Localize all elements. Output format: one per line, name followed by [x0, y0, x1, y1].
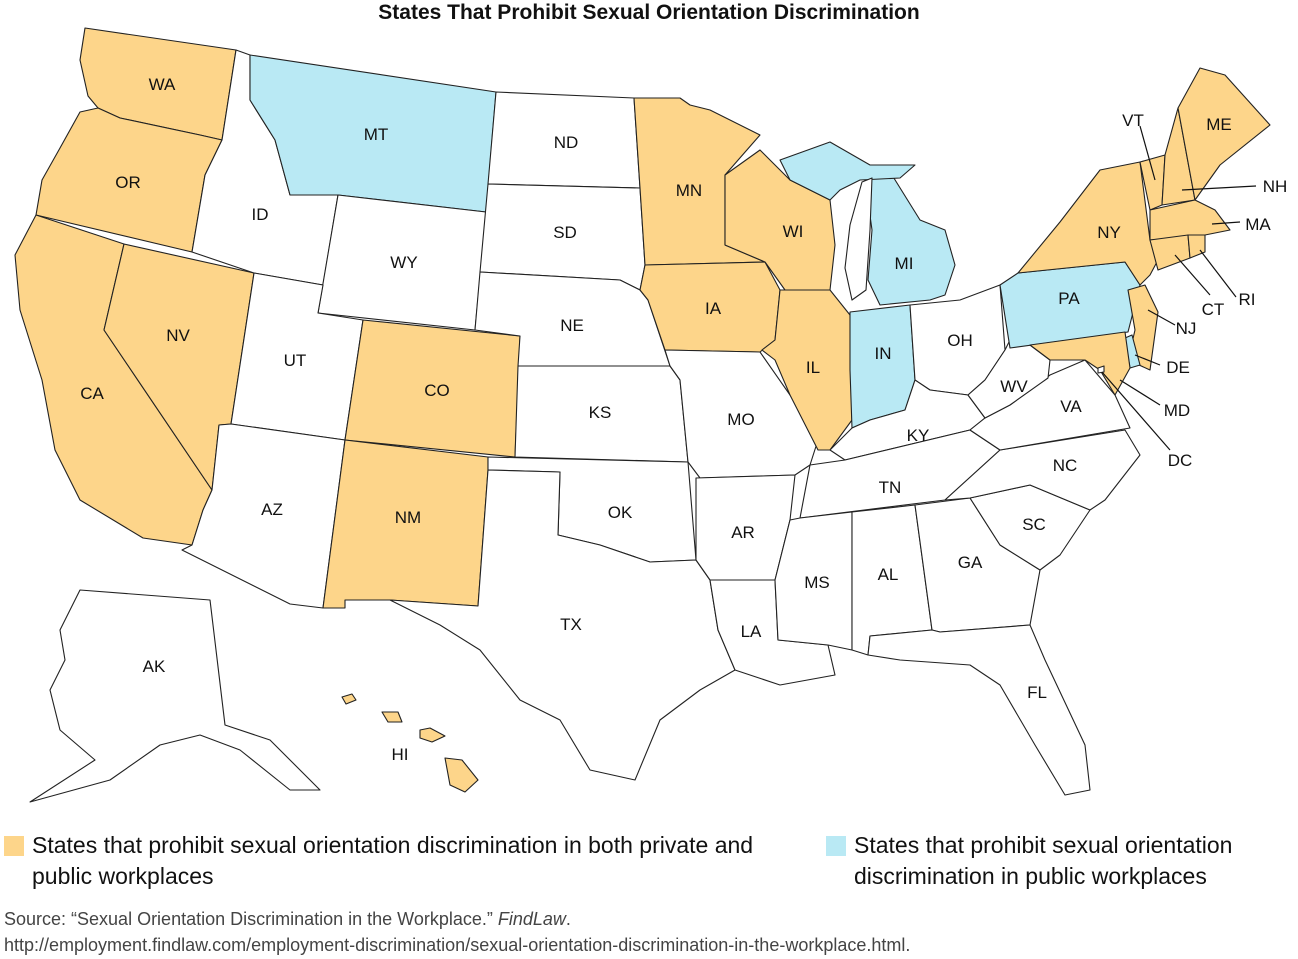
state-label-fl: FL — [1027, 683, 1047, 702]
source-url[interactable]: http://employment.findlaw.com/employment… — [4, 935, 911, 955]
state-label-la: LA — [741, 622, 762, 641]
leader-md — [1119, 379, 1161, 406]
state-label-ut: UT — [284, 351, 307, 370]
state-FL — [867, 624, 1091, 796]
state-label-nj: NJ — [1176, 319, 1197, 338]
leader-nh — [1181, 185, 1257, 191]
state-IL — [761, 289, 853, 451]
state-label-nc: NC — [1053, 456, 1078, 475]
state-label-ri: RI — [1239, 290, 1256, 309]
state-label-ny: NY — [1097, 223, 1121, 242]
leader-dc — [1101, 371, 1171, 451]
state-label-nd: ND — [554, 133, 579, 152]
lake-michigan — [844, 177, 873, 301]
legend-label-public: States that prohibit sexual orientation … — [854, 832, 1233, 889]
state-label-tn: TN — [879, 478, 902, 497]
state-label-md: MD — [1164, 401, 1190, 420]
state-label-ok: OK — [608, 503, 633, 522]
state-label-nh: NH — [1263, 177, 1288, 196]
state-MI-lower — [864, 174, 956, 306]
state-label-al: AL — [878, 565, 899, 584]
state-label-wi: WI — [783, 222, 804, 241]
state-WI — [724, 149, 836, 291]
state-label-ia: IA — [705, 299, 722, 318]
state-label-ct: CT — [1202, 300, 1225, 319]
state-label-ga: GA — [958, 553, 983, 572]
state-label-pa: PA — [1058, 289, 1080, 308]
state-label-ar: AR — [731, 523, 755, 542]
state-label-ks: KS — [589, 403, 612, 422]
state-label-wa: WA — [149, 75, 176, 94]
state-MD — [1029, 331, 1131, 396]
state-label-wv: WV — [1000, 377, 1028, 396]
state-label-dc: DC — [1168, 451, 1193, 470]
us-map: WA OR CA NV ID MT WY UT AZ CO NM ND SD NE KS OK TX MN IA MO… — [14, 27, 1288, 803]
state-label-va: VA — [1060, 397, 1082, 416]
source-publication: FindLaw — [497, 909, 566, 929]
legend-label-both: States that prohibit sexual orientation … — [32, 832, 754, 889]
state-label-in: IN — [875, 344, 892, 363]
state-label-mn: MN — [676, 181, 702, 200]
state-TX — [389, 469, 736, 781]
state-label-or: OR — [115, 173, 141, 192]
state-label-nv: NV — [166, 326, 190, 345]
state-HI-1 — [341, 693, 357, 705]
state-MA — [1149, 199, 1231, 241]
state-DC — [1097, 365, 1105, 374]
state-label-ca: CA — [80, 384, 104, 403]
state-label-mi: MI — [895, 254, 914, 273]
state-HI-3 — [419, 727, 446, 743]
leader-ri — [1199, 249, 1237, 298]
state-label-tx: TX — [560, 615, 582, 634]
state-label-ky: KY — [907, 426, 930, 445]
state-label-id: ID — [252, 205, 269, 224]
state-label-sd: SD — [553, 223, 577, 242]
state-label-sc: SC — [1022, 515, 1046, 534]
source-prefix: Source: “Sexual Orientation Discriminati… — [4, 909, 498, 929]
state-label-wy: WY — [390, 253, 417, 272]
state-label-ak: AK — [143, 657, 166, 676]
legend-swatch-both — [4, 836, 24, 856]
leader-vt — [1139, 125, 1156, 181]
state-HI-4 — [444, 757, 479, 793]
source-citation: Source: “Sexual Orientation Discriminati… — [4, 906, 910, 958]
state-label-oh: OH — [947, 331, 973, 350]
leader-de — [1134, 354, 1161, 366]
state-label-de: DE — [1166, 358, 1190, 377]
state-HI-2 — [381, 711, 403, 723]
source-suffix: . — [565, 909, 571, 929]
leader-ma — [1211, 221, 1241, 225]
state-label-vt: VT — [1122, 111, 1144, 130]
state-ME — [1177, 67, 1271, 201]
state-label-nm: NM — [395, 508, 421, 527]
state-label-hi: HI — [392, 745, 409, 764]
state-label-az: AZ — [261, 500, 283, 519]
state-label-me: ME — [1206, 115, 1232, 134]
legend-swatch-public — [826, 836, 846, 856]
state-label-ma: MA — [1245, 215, 1271, 234]
state-AK — [29, 589, 321, 803]
leader-ct — [1174, 254, 1211, 296]
state-label-mt: MT — [364, 125, 389, 144]
state-label-ne: NE — [560, 316, 584, 335]
state-MI-upper — [779, 141, 916, 201]
map-title: States That Prohibit Sexual Orientation … — [378, 1, 920, 24]
leader-nj — [1147, 309, 1176, 326]
state-label-co: CO — [424, 381, 450, 400]
state-RI — [1187, 234, 1206, 259]
source-line: Source: “Sexual Orientation Discriminati… — [4, 906, 910, 932]
state-label-mo: MO — [727, 410, 754, 429]
state-label-il: IL — [806, 358, 820, 377]
state-label-ms: MS — [804, 573, 830, 592]
